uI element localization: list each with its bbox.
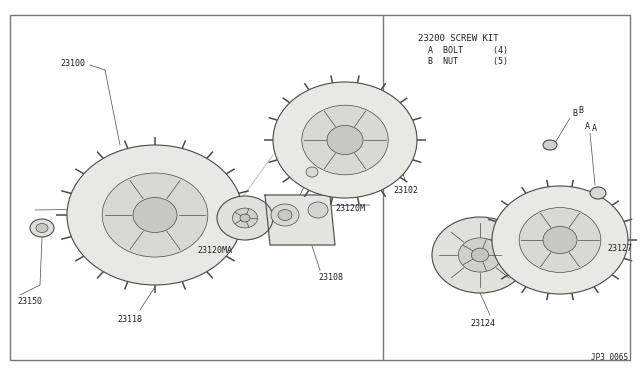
Ellipse shape (543, 140, 557, 150)
Ellipse shape (543, 227, 577, 253)
Ellipse shape (133, 198, 177, 232)
Text: 23127: 23127 (607, 244, 632, 253)
Ellipse shape (492, 186, 628, 294)
Ellipse shape (519, 208, 601, 272)
Ellipse shape (240, 214, 250, 222)
Text: 23108: 23108 (318, 273, 343, 282)
Text: A  BOLT      (4): A BOLT (4) (418, 45, 508, 55)
Ellipse shape (232, 208, 258, 228)
Text: 23102: 23102 (393, 186, 418, 195)
Ellipse shape (308, 202, 328, 218)
Ellipse shape (306, 167, 318, 177)
Polygon shape (265, 195, 335, 245)
Ellipse shape (458, 238, 502, 272)
Text: 23150: 23150 (17, 298, 42, 307)
Ellipse shape (67, 145, 243, 285)
Text: 23100: 23100 (60, 58, 85, 67)
Text: 23120M: 23120M (335, 203, 365, 212)
Text: 23120MA: 23120MA (197, 246, 232, 254)
Text: 23124: 23124 (470, 318, 495, 327)
Text: A: A (585, 122, 590, 131)
Text: B: B (572, 109, 577, 118)
Ellipse shape (273, 82, 417, 198)
Ellipse shape (217, 196, 273, 240)
Ellipse shape (102, 173, 208, 257)
Ellipse shape (302, 105, 388, 175)
Ellipse shape (590, 187, 606, 199)
Ellipse shape (30, 219, 54, 237)
Text: 23200 SCREW KIT: 23200 SCREW KIT (418, 33, 499, 42)
Ellipse shape (471, 248, 488, 262)
Text: 23118: 23118 (118, 315, 143, 324)
Text: B  NUT       (5): B NUT (5) (418, 57, 508, 65)
Text: B: B (578, 106, 583, 115)
Ellipse shape (36, 224, 48, 232)
Ellipse shape (278, 209, 292, 221)
Text: A: A (592, 124, 597, 132)
Ellipse shape (271, 204, 299, 226)
Ellipse shape (432, 217, 528, 293)
Text: JP3 006S: JP3 006S (591, 353, 628, 362)
Ellipse shape (327, 125, 363, 154)
